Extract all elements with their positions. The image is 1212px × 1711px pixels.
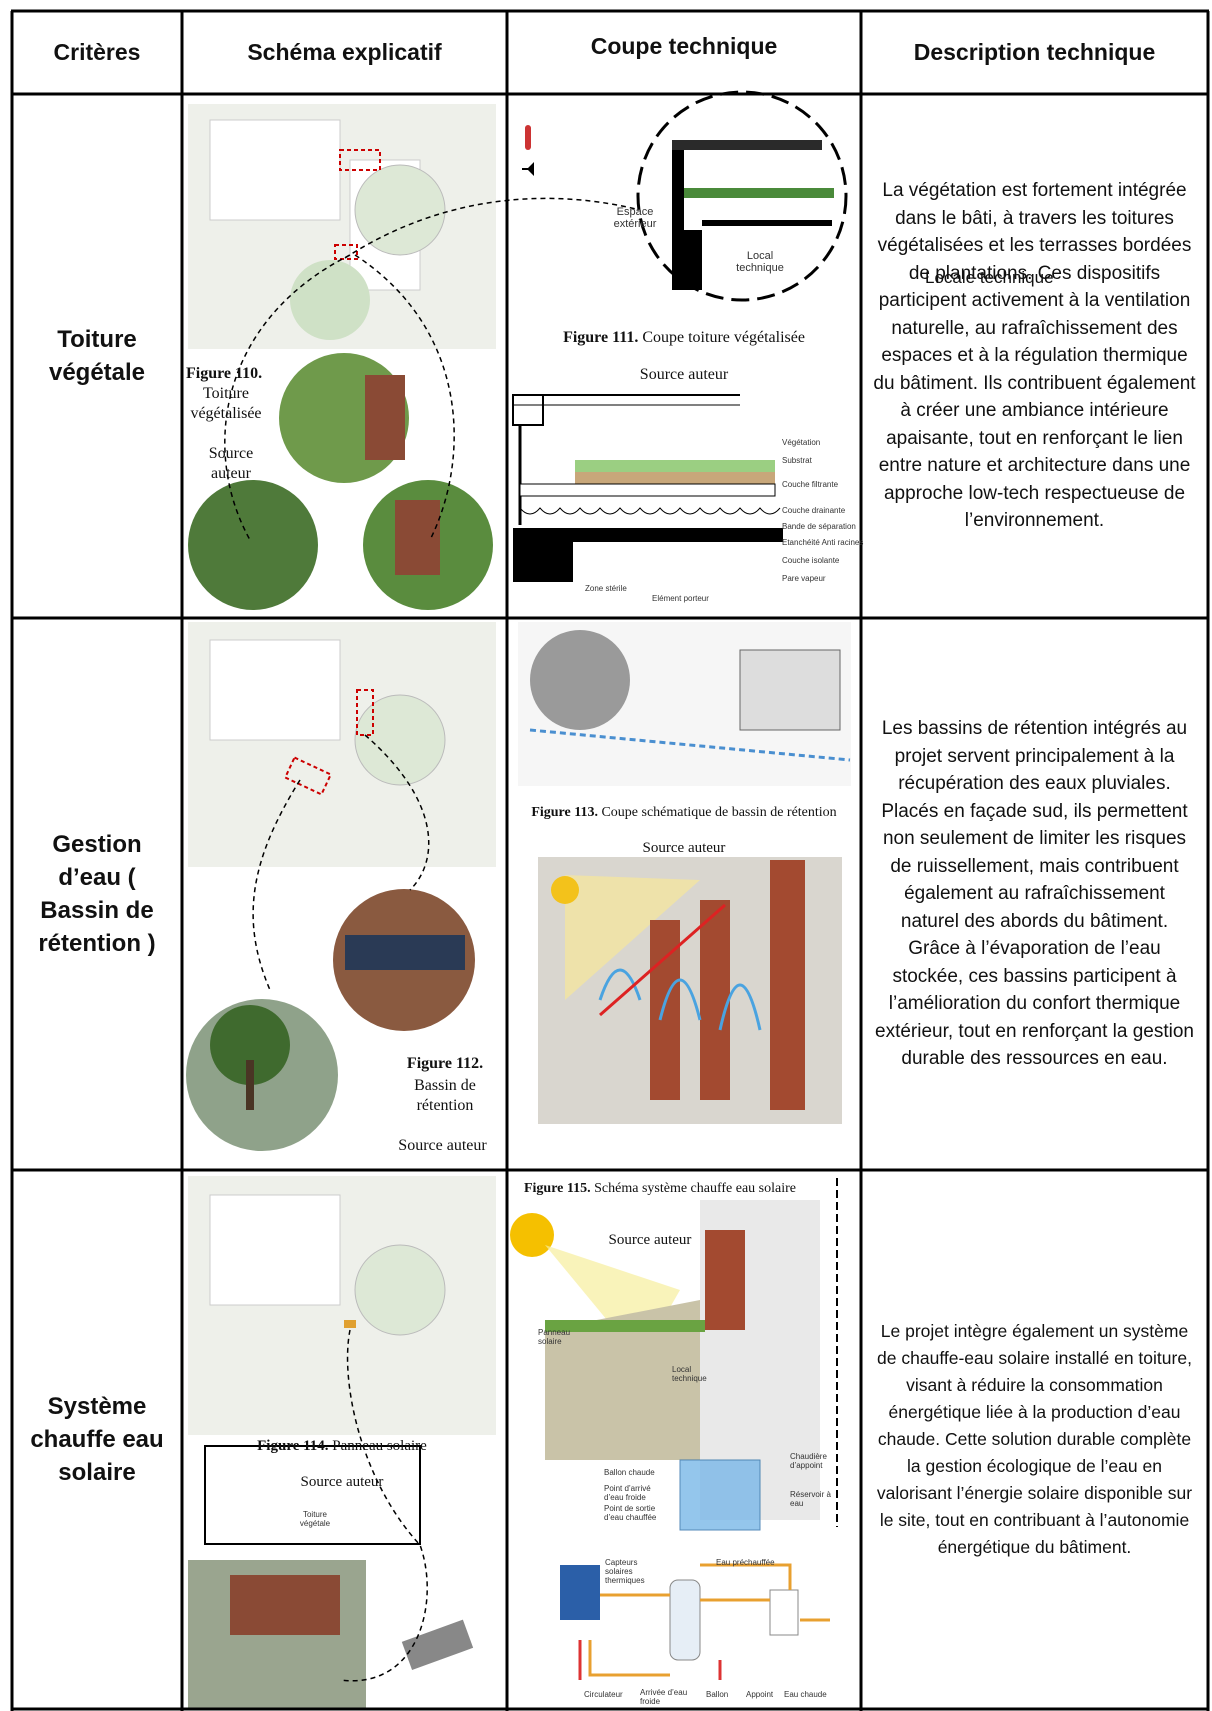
figure-caption-line: Figure 115. Schéma système chauffe eau s… [515,1180,805,1198]
figure-caption: Bassin de rétention [414,1077,476,1114]
plan-row1 [188,104,641,610]
figure-caption: Schéma système chauffe eau solaire [594,1181,797,1196]
figure-source: Source auteur [608,1232,692,1248]
figure-number: Figure 112. [406,1055,484,1072]
figure-caption: Coupe toiture végétalisée [642,329,805,346]
diagram-label: Arrivée d’eau froide [640,1688,688,1706]
header-cell: Coupe technique [590,33,778,59]
diagram-label: Panneau solaire [538,1328,571,1346]
figure-source: Source auteur [208,445,254,482]
diagram-label: Espace extérieur [613,206,657,230]
diagram-label: Local technique [736,250,784,274]
diagram-label: Substrat [782,456,812,465]
plan-row3 [188,1176,496,1708]
diagram-label: Réservoir à eau [790,1490,831,1508]
figure-caption: Panneau solaire [332,1438,427,1454]
diagram-label: Point de sortie d’eau chauffée [604,1504,657,1522]
figure-caption-line: Figure 111. Coupe toiture végétalisée [507,328,861,348]
criterion: Toiture végétale [48,326,146,386]
figure-caption-line: Figure 114. Panneau solaire [188,1436,496,1456]
table-grid [10,9,1210,1711]
diagram-label: Etanchéité Anti racines [782,538,864,547]
diagram-label: Couche isolante [782,556,840,565]
diagram-label: Pare vapeur [782,574,826,583]
diagram-label: Capteurs solaires thermiques [605,1558,645,1585]
figure-number: Figure 110. [186,365,263,382]
diagram-label: Ballon [706,1690,729,1699]
figure-number: Figure 111. [563,329,639,346]
diagram-label: Eau préchauffée [716,1558,775,1567]
description: Les bassins de rétention intégrés au pro… [875,718,1194,1070]
diagram-label: Zone stérile [585,584,627,593]
diagram-label: Point d’arrivé d’eau froide [604,1484,651,1502]
figure-number: Figure 115. [523,1181,591,1196]
diagram-label: Elément porteur [652,594,709,603]
diagram-label: Local technique [672,1365,707,1383]
criterion: Système chauffe eau solaire [30,1393,164,1486]
diagram-label: Ballon chaude [604,1468,655,1477]
header-cell: Schéma explicatif [247,39,442,65]
figure-source: Source auteur [398,1137,487,1154]
figure-number: Figure 114. [257,1438,329,1454]
coupe-row1 [512,90,848,582]
diagram-label: Bande de séparation [782,522,856,531]
diagram-label: Circulateur [584,1690,623,1699]
diagram-label: Appoint [746,1690,774,1699]
criterion: Gestion d’eau ( Bassin de rétention ) [38,831,156,957]
diagram-label: Locale technique [925,268,1054,287]
diagram-label: Toiture végétale [299,1510,331,1528]
diagram-label: Eau chaude [784,1690,827,1699]
figure-source: Source auteur [639,366,729,383]
header-cell: Critères [53,39,141,65]
figure-source: Source auteur [642,840,726,856]
coupe-row3 [510,1178,838,1680]
diagram-label: Chaudière d’appoint [790,1452,827,1470]
figure-source: Source auteur [300,1474,384,1490]
coupe-row2 [518,622,851,1124]
figure-caption-line: Figure 113. Coupe schématique de bassin … [507,803,861,823]
plan-row2 [186,622,496,1151]
description: La végétation est fortement intégrée dan… [873,180,1196,532]
header-cell: Description technique [913,39,1156,65]
description: Le projet intègre également un système d… [876,1321,1193,1557]
diagram-label: Végétation [782,438,821,447]
diagram-label: Couche filtrante [782,480,839,489]
figure-caption: Toiture végétalisée [190,385,262,422]
diagram-label: Couche drainante [782,506,846,515]
figure-number: Figure 113. [531,805,598,820]
figure-caption: Coupe schématique de bassin de rétention [601,805,837,820]
